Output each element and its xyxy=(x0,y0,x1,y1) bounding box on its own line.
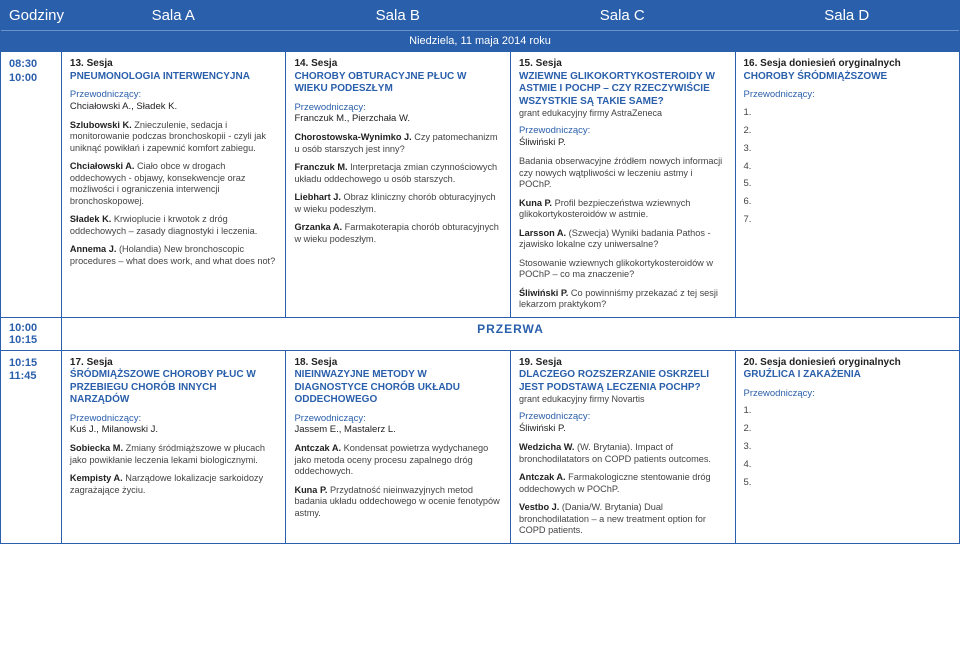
num-item: 5. xyxy=(744,477,952,489)
session-title: WZIEWNE GLIKOKORTYKOSTEROIDY W ASTMIE I … xyxy=(519,71,715,107)
time-end: 10:15 xyxy=(9,334,53,346)
chair-label: Przewodniczący: xyxy=(519,411,727,423)
session-number: 17. Sesja xyxy=(70,357,113,368)
session-number: 18. Sesja xyxy=(294,357,337,368)
session-title: DLACZEGO ROZSZERZANIE OSKRZELI JEST PODS… xyxy=(519,369,709,393)
session-16: 16. Sesja doniesień oryginalnych CHOROBY… xyxy=(735,52,960,317)
session-number: 13. Sesja xyxy=(70,58,113,69)
num-item: 2. xyxy=(744,125,952,137)
num-item: 6. xyxy=(744,196,952,208)
talk: Kuna P. Profil bezpieczeństwa wziewnych … xyxy=(519,198,727,221)
num-item: 3. xyxy=(744,441,952,453)
session-number: 15. Sesja xyxy=(519,58,562,69)
header-row: Godziny Sala A Sala B Sala C Sala D xyxy=(1,1,959,30)
break-label: PRZERWA xyxy=(61,318,959,350)
chair-names: Kuś J., Milanowski J. xyxy=(70,424,278,436)
talk: Szlubowski K. Znieczulenie, sedacja i mo… xyxy=(70,120,278,155)
talk: Stosowanie wziewnych glikokortykosteroid… xyxy=(519,258,727,281)
session-number: 20. Sesja doniesień oryginalnych xyxy=(744,357,901,368)
grant-note: grant edukacyjny firmy Novartis xyxy=(519,394,727,405)
talk: Grzanka A. Farmakoterapia chorób obturac… xyxy=(294,222,502,245)
header-sala-d: Sala D xyxy=(735,1,960,30)
session-number: 19. Sesja xyxy=(519,357,562,368)
time-start: 08:30 xyxy=(9,58,53,72)
session-18: 18. Sesja NIEINWAZYJNE METODY W DIAGNOST… xyxy=(285,351,510,543)
num-item: 3. xyxy=(744,143,952,155)
time-start: 10:00 xyxy=(9,322,53,334)
talk: Annema J. (Holandia) New bronchoscopic p… xyxy=(70,244,278,267)
talk: Larsson A. (Szwecja) Wyniki badania Path… xyxy=(519,228,727,251)
time-1015: 10:15 11:45 xyxy=(1,351,61,543)
chair-label: Przewodniczący: xyxy=(70,413,278,425)
session-number: 14. Sesja xyxy=(294,58,337,69)
talk: Sładek K. Krwioplucie i krwotok z dróg o… xyxy=(70,214,278,237)
talk: Sobiecka M. Zmiany śródmiąższowe w płuca… xyxy=(70,443,278,466)
talk: Chorostowska-Wynimko J. Czy patomechaniz… xyxy=(294,132,502,155)
session-title: PNEUMONOLOGIA INTERWENCYJNA xyxy=(70,71,250,82)
break-time: 10:00 10:15 xyxy=(1,318,61,350)
chair-label: Przewodniczący: xyxy=(294,102,502,114)
slot-1015: 10:15 11:45 17. Sesja ŚRÓDMIĄŻSZOWE CHOR… xyxy=(1,350,959,543)
session-13: 13. Sesja PNEUMONOLOGIA INTERWENCYJNA Pr… xyxy=(61,52,286,317)
talk: Kuna P. Przydatność nieinwazyjnych metod… xyxy=(294,485,502,520)
num-item: 4. xyxy=(744,459,952,471)
time-start: 10:15 xyxy=(9,357,53,371)
header-time: Godziny xyxy=(1,1,61,30)
header-sala-c: Sala C xyxy=(510,1,735,30)
talk: Antczak A. Farmakologiczne stentowanie d… xyxy=(519,472,727,495)
num-item: 1. xyxy=(744,107,952,119)
talk: Vestbo J. (Dania/W. Brytania) Dual bronc… xyxy=(519,502,727,537)
num-item: 7. xyxy=(744,214,952,226)
num-item: 2. xyxy=(744,423,952,435)
talk: Franczuk M. Interpretacja zmian czynnośc… xyxy=(294,162,502,185)
session-title: ŚRÓDMIĄŻSZOWE CHOROBY PŁUC W PRZEBIEGU C… xyxy=(70,369,256,405)
session-19: 19. Sesja DLACZEGO ROZSZERZANIE OSKRZELI… xyxy=(510,351,735,543)
chair-names: Śliwiński P. xyxy=(519,423,727,435)
num-item: 1. xyxy=(744,405,952,417)
talk: Antczak A. Kondensat powietrza wydychane… xyxy=(294,443,502,478)
chair-label: Przewodniczący: xyxy=(744,388,952,400)
session-title: CHOROBY OBTURACYJNE PŁUC W WIEKU PODESZŁ… xyxy=(294,71,466,95)
chair-label: Przewodniczący: xyxy=(70,89,278,101)
talk: Badania obserwacyjne źródłem nowych info… xyxy=(519,156,727,191)
header-sala-b: Sala B xyxy=(286,1,511,30)
session-15: 15. Sesja WZIEWNE GLIKOKORTYKOSTEROIDY W… xyxy=(510,52,735,317)
talk: Chciałowski A. Ciało obce w drogach odde… xyxy=(70,161,278,207)
time-0830: 08:30 10:00 xyxy=(1,52,61,317)
talk: Kempisty A. Narządowe lokalizacje sarkoi… xyxy=(70,473,278,496)
chair-names: Jassem E., Mastalerz L. xyxy=(294,424,502,436)
num-item: 5. xyxy=(744,178,952,190)
talk: Wedzicha W. (W. Brytania). Impact of bro… xyxy=(519,442,727,465)
session-20: 20. Sesja doniesień oryginalnych GRUŹLIC… xyxy=(735,351,960,543)
chair-names: Franczuk M., Pierzchała W. xyxy=(294,113,502,125)
date-bar: Niedziela, 11 maja 2014 roku xyxy=(1,30,959,51)
time-end: 11:45 xyxy=(9,370,53,384)
session-number: 16. Sesja doniesień oryginalnych xyxy=(744,58,901,69)
schedule-table: Godziny Sala A Sala B Sala C Sala D Nied… xyxy=(0,0,960,544)
header-sala-a: Sala A xyxy=(61,1,286,30)
chair-names: Śliwiński P. xyxy=(519,137,727,149)
chair-label: Przewodniczący: xyxy=(744,89,952,101)
session-17: 17. Sesja ŚRÓDMIĄŻSZOWE CHOROBY PŁUC W P… xyxy=(61,351,286,543)
num-item: 4. xyxy=(744,161,952,173)
chair-names: Chciałowski A., Sładek K. xyxy=(70,101,278,113)
session-title: NIEINWAZYJNE METODY W DIAGNOSTYCE CHORÓB… xyxy=(294,369,460,405)
session-title: CHOROBY ŚRÓDMIĄŻSZOWE xyxy=(744,71,888,82)
talk: Liebhart J. Obraz kliniczny chorób obtur… xyxy=(294,192,502,215)
chair-label: Przewodniczący: xyxy=(294,413,502,425)
session-title: GRUŹLICA I ZAKAŻENIA xyxy=(744,369,861,380)
session-14: 14. Sesja CHOROBY OBTURACYJNE PŁUC W WIE… xyxy=(285,52,510,317)
grant-note: grant edukacyjny firmy AstraZeneca xyxy=(519,108,727,119)
talk: Śliwiński P. Co powinniśmy przekazać z t… xyxy=(519,288,727,311)
chair-label: Przewodniczący: xyxy=(519,125,727,137)
slot-0830: 08:30 10:00 13. Sesja PNEUMONOLOGIA INTE… xyxy=(1,51,959,317)
time-end: 10:00 xyxy=(9,72,53,86)
break-row: 10:00 10:15 PRZERWA xyxy=(1,317,959,350)
